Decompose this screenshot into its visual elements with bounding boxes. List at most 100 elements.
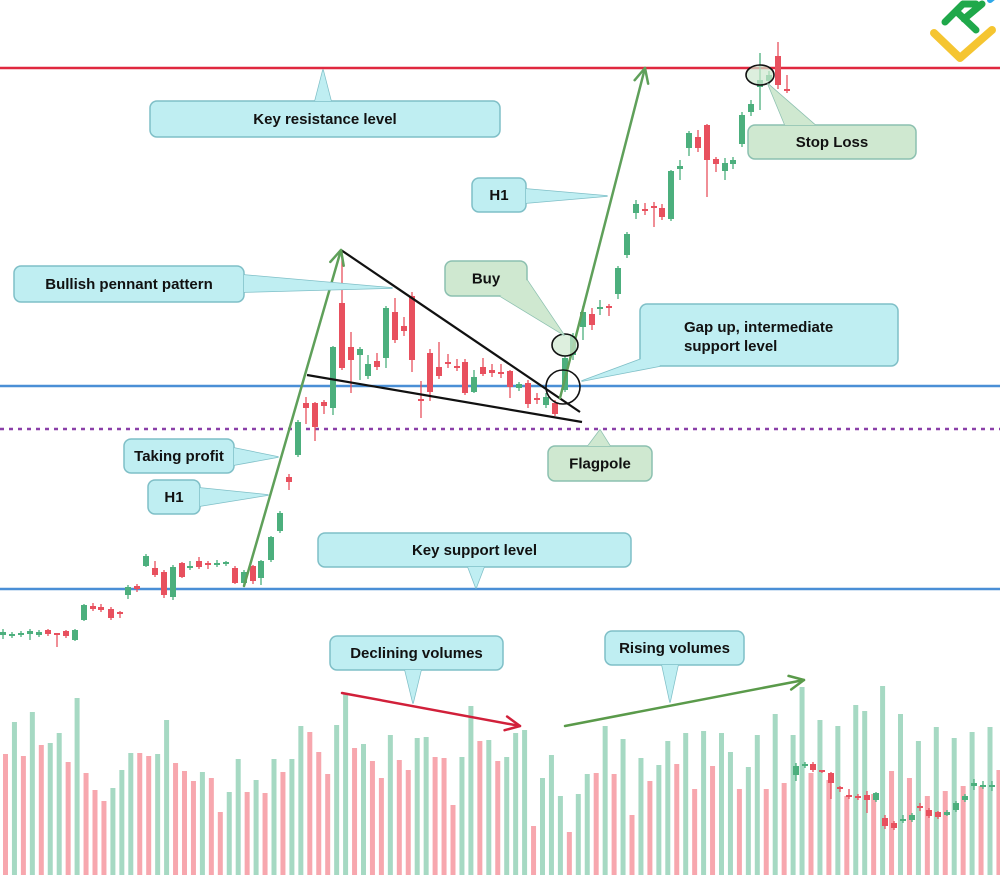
volume-bar: [719, 733, 724, 875]
volume-bar: [906, 778, 912, 875]
candlestick: [642, 203, 648, 215]
candlestick: [704, 124, 710, 197]
volume-bar: [119, 770, 125, 875]
candlestick: [498, 364, 504, 378]
volume-bar: [343, 694, 349, 875]
candlestick: [516, 382, 522, 391]
volume-bar: [674, 764, 680, 875]
volume-bar: [137, 753, 143, 875]
volume-bar: [56, 733, 62, 875]
candlestick: [357, 347, 363, 380]
candlestick: [312, 402, 318, 441]
callout-label: Bullish pennant pattern: [45, 276, 213, 293]
candlestick: [677, 160, 683, 180]
candlestick: [427, 349, 433, 401]
candlestick: [846, 789, 852, 799]
volume-bar: [262, 793, 268, 875]
flagpole-arrow-1: [242, 248, 345, 588]
candlestick: [303, 397, 309, 424]
volume-bar: [736, 789, 742, 875]
volume-bar: [862, 711, 868, 875]
volume-bar: [164, 720, 170, 875]
candlestick: [258, 560, 264, 585]
volume-bar: [361, 744, 366, 875]
candlestick: [909, 813, 915, 822]
callout-label: Gap up, intermediate: [684, 319, 833, 336]
volume-bar: [441, 758, 447, 875]
volume-bar: [182, 771, 187, 875]
volume-bar: [477, 741, 483, 875]
candlestick: [891, 821, 897, 830]
annotation-callouts: Key resistance level Stop Loss H1 Bullish p…: [13, 69, 917, 704]
candlestick: [489, 364, 495, 377]
arrowhead-icon: [787, 674, 806, 691]
volume-bar: [924, 796, 930, 875]
candlestick: [480, 358, 486, 376]
callout-flagpole: Flagpole: [547, 429, 653, 482]
candlestick: [0, 629, 6, 639]
volume-bar: [208, 778, 214, 875]
callout-label: Taking profit: [134, 448, 224, 465]
volume-bar: [683, 733, 689, 875]
highlight-circle: [745, 64, 775, 86]
volume-bar: [11, 722, 17, 875]
volume-bar: [611, 774, 617, 875]
volume-bar: [692, 789, 698, 875]
volume-bar: [414, 738, 420, 875]
candlestick: [784, 75, 790, 93]
volume-bar: [844, 796, 850, 875]
callout-rising-volumes: Rising volumes: [604, 630, 745, 703]
volume-bar: [978, 786, 984, 875]
callout-label: Buy: [472, 271, 501, 288]
logo-yellow-chevron: [930, 26, 996, 62]
candlestick: [277, 511, 283, 533]
volume-bar: [540, 778, 545, 875]
volume-bar: [647, 781, 653, 875]
volume-bar: [110, 788, 116, 875]
volume-bar: [146, 756, 152, 875]
litefinance-logo-icon: [930, 0, 996, 62]
candlestick: [286, 474, 292, 490]
volume-bar: [3, 754, 8, 875]
volume-bar: [38, 745, 44, 875]
callout-label: H1: [164, 489, 183, 506]
candlestick: [624, 232, 630, 258]
candlestick: [695, 130, 701, 152]
volume-bar: [754, 735, 760, 875]
candlestick: [90, 603, 96, 611]
candlestick: [18, 631, 24, 637]
volume-bar: [557, 796, 563, 875]
volume-bar: [933, 727, 939, 875]
volume-bar: [763, 789, 769, 875]
volume-bar: [217, 812, 223, 875]
candlestick: [462, 359, 468, 395]
volume-bar: [996, 770, 1000, 875]
volume-bar: [155, 754, 161, 875]
volume-bar: [575, 794, 581, 875]
candlestick: [27, 629, 33, 640]
candlestick: [179, 562, 185, 578]
candlestick: [365, 355, 371, 379]
highlight-circle: [545, 369, 581, 405]
candlestick: [250, 565, 256, 584]
volume-bar: [190, 781, 196, 875]
candlestick: [72, 629, 78, 641]
candlestick: [659, 204, 665, 220]
volume-bar: [960, 786, 966, 875]
volume-bar: [307, 732, 313, 875]
candlestick: [525, 380, 531, 408]
volume-bar: [378, 778, 384, 875]
volume-bar: [531, 826, 537, 875]
candlestick: [855, 794, 861, 800]
candlestick: [295, 420, 301, 457]
candlestick: [321, 400, 327, 414]
volume-bar: [244, 792, 250, 875]
candlestick: [944, 810, 950, 816]
candlestick: [9, 632, 15, 638]
candlestick: [205, 561, 211, 569]
arrowhead-icon: [503, 715, 522, 732]
candlestick: [534, 393, 540, 404]
candlestick: [152, 561, 158, 577]
callout-label: Stop Loss: [796, 134, 869, 151]
candlestick: [651, 202, 657, 227]
